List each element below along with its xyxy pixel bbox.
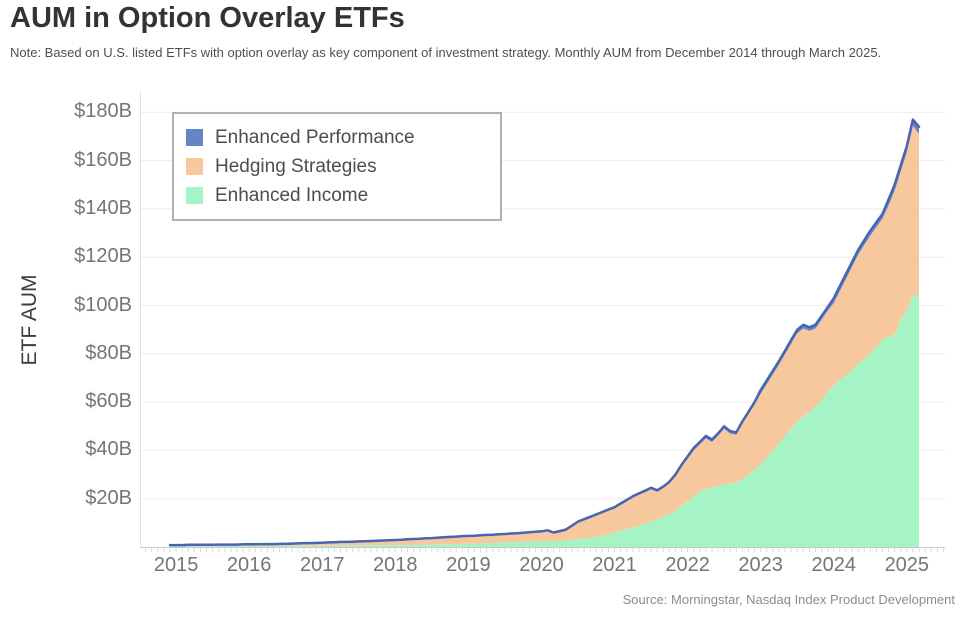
x-tick-label-2024: 2024 [811,554,856,576]
x-tick-label-2019: 2019 [446,554,491,576]
legend-item-2: Enhanced Income [186,181,486,210]
x-tick-label-2016: 2016 [226,554,272,576]
x-tick-label-2023: 2023 [738,554,783,576]
y-tick-label-100: $100B [74,293,132,316]
y-tick-label-160: $160B [74,148,132,171]
chart-title: AUM in Option Overlay ETFs [10,2,405,34]
legend-item-0: Enhanced Performance [186,123,486,152]
legend-label: Enhanced Performance [215,126,415,148]
chart-note: Note: Based on U.S. listed ETFs with opt… [10,45,882,60]
x-tick-label-2022: 2022 [665,554,710,576]
x-tick-label-2020: 2020 [519,554,564,576]
legend-swatch-icon [186,158,203,175]
legend-swatch-icon [186,129,203,146]
legend-label: Hedging Strategies [215,155,377,177]
y-tick-label-20: $20B [85,486,132,509]
y-tick-label-60: $60B [85,390,132,413]
y-tick-label-180: $180B [74,100,132,123]
x-tick-label-2015: 2015 [153,554,199,576]
area-enhanced-income [170,294,919,547]
legend-label: Enhanced Income [215,184,369,206]
source-credit: Source: Morningstar, Nasdaq Index Produc… [622,592,955,607]
x-tick-label-2025: 2025 [884,554,930,576]
x-tick-label-2021: 2021 [592,554,637,576]
x-tick-label-2018: 2018 [373,554,418,576]
y-tick-label-120: $120B [74,245,132,268]
x-tick-label-2017: 2017 [299,554,345,576]
y-tick-label-40: $40B [85,438,132,461]
legend: Enhanced Performance Hedging Strategies En… [172,112,502,221]
y-tick-label-80: $80B [85,341,132,364]
y-tick-label-140: $140B [74,196,132,219]
area-hedging-strategies [170,125,919,547]
total-aum-line [168,118,921,547]
legend-swatch-icon [186,187,203,204]
legend-item-1: Hedging Strategies [186,152,486,181]
